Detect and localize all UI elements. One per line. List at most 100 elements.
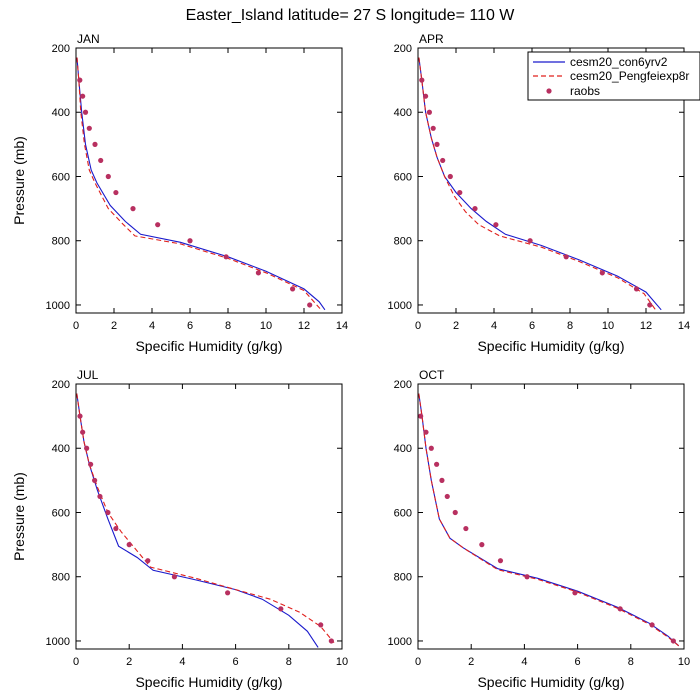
panel-jul: 0 2 4 6 8 10 200 400 600 800 1000 JUL Specific Humid… [11,368,348,690]
raobs-point [463,525,469,532]
raobs-point [126,542,132,548]
raobs-point [649,622,655,628]
raobs-point [92,477,98,483]
x-tick-label: 0 [73,320,79,332]
con6yrv2-line [418,57,662,311]
y-axis-label: Pressure (mb) [11,136,27,225]
raobs-point [527,238,533,244]
raobs-point [82,109,89,115]
raobs-point [86,125,92,131]
raobs-point [307,302,313,308]
legend-label: cesm20_con6yrv2 [570,55,668,69]
raobs-point [563,254,569,260]
x-tick-label: 10 [602,320,614,332]
x-tick-label: 2 [111,320,117,332]
x-tick-label: 0 [415,320,421,332]
x-tick-label: 2 [126,656,132,668]
x-tick-label: 2 [468,656,474,668]
raobs-point [328,638,334,644]
panel-label: JUL [77,368,99,382]
raobs-point [423,429,429,435]
legend-box [527,51,700,101]
plot-area [418,57,662,311]
y-tick-label: 600 [52,171,70,183]
y-tick-label: 400 [52,107,70,119]
x-tick-label: 4 [149,320,155,332]
x-tick-label: 8 [628,656,634,668]
x-tick-label: 14 [336,320,348,332]
raobs-point [255,270,261,276]
plot-area [418,393,680,647]
raobs-point [599,270,605,276]
x-axis-label: Specific Humidity (g/kg) [135,674,282,690]
panel-apr: 0 2 4 6 8 10 12 14 200 400 600 800 1000 APR Specific H… [388,32,691,354]
raobs-point [524,574,530,580]
x-tick-label: 8 [567,320,573,332]
plot-area [76,393,335,648]
raobs-point [130,206,136,212]
raobs-point [472,206,478,212]
plot-frame [417,383,685,650]
x-tick-label: 6 [187,320,193,332]
legend-label: raobs [570,84,600,98]
raobs-point [290,286,296,292]
y-tick-label: 200 [52,43,70,55]
x-tick-label: 0 [415,656,421,668]
y-tick-label: 600 [52,507,70,519]
raobs-point [145,558,151,564]
raobs-point [77,413,83,419]
raobs-point [80,429,86,435]
raobs-point [428,445,434,451]
legend-label: cesm20_Pengfeiexp8r [570,69,689,83]
raobs-point [113,525,119,532]
x-axis-label: Specific Humidity (g/kg) [477,338,624,354]
raobs-point [318,622,324,628]
raobs-point [479,542,485,548]
x-axis-label: Specific Humidity (g/kg) [135,338,282,354]
plot-area [76,57,326,311]
raobs-point [278,606,284,612]
x-tick-label: 12 [640,320,652,332]
y-tick-label: 400 [52,443,70,455]
raobs-point [419,77,425,83]
raobs-point [447,173,453,180]
x-tick-label: 4 [491,320,497,332]
y-tick-label: 800 [52,572,70,584]
plot-frame [75,383,343,650]
x-tick-label: 14 [678,320,690,332]
x-tick-label: 4 [179,656,185,668]
x-tick-label: 12 [298,320,310,332]
x-tick-label: 10 [260,320,272,332]
panel-oct: 0 2 4 6 8 10 200 400 600 800 1000 OCT Specific Humid… [388,368,691,690]
y-tick-label: 800 [52,236,70,248]
raobs-point [452,509,458,516]
panel-jan: 0 2 4 6 8 10 12 14 200 400 600 800 1000 JAN Specific H… [11,32,348,354]
raobs-point [430,125,436,131]
y-tick-label: 400 [394,107,412,119]
x-tick-label: 6 [233,656,239,668]
raobs-point [418,413,424,419]
y-tick-label: 1000 [388,636,412,648]
raobs-point [440,157,446,164]
legend-swatch-raobs [546,88,552,94]
raobs-point [84,445,90,451]
pengfei-line [418,57,656,311]
raobs-point [572,590,578,596]
raobs-point [105,509,111,516]
raobs-point [97,493,103,500]
raobs-point [493,222,499,228]
raobs-point [434,461,440,467]
raobs-point [155,222,161,228]
y-tick-label: 1000 [46,300,70,312]
con6yrv2-line [76,57,326,311]
raobs-point [80,93,86,99]
y-tick-label: 200 [394,43,412,55]
pengfei-line [418,393,680,647]
y-tick-label: 200 [52,379,70,391]
raobs-point [98,157,104,164]
raobs-point [105,173,111,180]
y-tick-label: 600 [394,507,412,519]
raobs-point [92,141,98,147]
